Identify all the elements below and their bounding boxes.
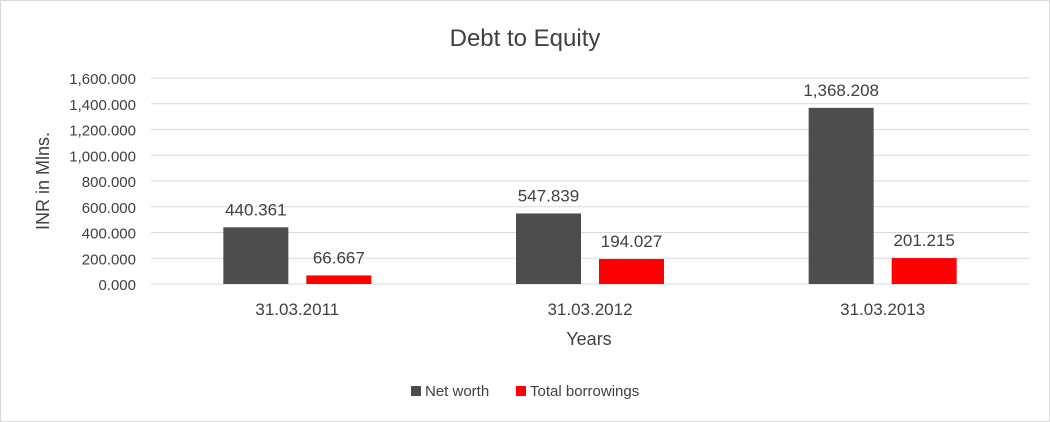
x-tick-label: 31.03.2011	[255, 300, 339, 319]
x-tick-labels: 31.03.2011 31.03.2012 31.03.2013	[255, 300, 925, 319]
legend-label: Total borrowings	[530, 383, 639, 400]
gridlines	[151, 77, 1029, 285]
y-tick-label: 0.000	[98, 277, 136, 294]
data-label: 201.215	[893, 231, 954, 250]
y-tick-label: 400.000	[82, 226, 136, 243]
y-tick-label: 600.000	[82, 200, 136, 217]
legend-swatch	[516, 386, 526, 396]
bar-total-borrowings	[306, 275, 372, 284]
data-label: 66.667	[313, 248, 365, 267]
bar-net-worth	[808, 107, 874, 284]
x-axis-title: Years	[566, 329, 611, 349]
legend: Net worth Total borrowings	[411, 383, 639, 400]
data-labels: 440.361 66.667 547.839 194.027 1,368.208 201.…	[225, 81, 955, 268]
y-axis-title: INR in Mlns.	[33, 132, 53, 230]
bar-net-worth	[223, 227, 289, 284]
data-label: 440.361	[225, 200, 286, 219]
y-tick-labels: 0.000 200.000 400.000 600.000 800.000 1,000.0…	[69, 71, 136, 294]
bar-total-borrowings	[891, 258, 957, 284]
y-tick-label: 200.000	[82, 251, 136, 268]
y-tick-label: 1,400.000	[69, 97, 136, 114]
legend-swatch	[411, 386, 421, 396]
bar-net-worth	[516, 213, 581, 284]
data-label: 1,368.208	[803, 81, 879, 100]
x-tick-label: 31.03.2012	[547, 300, 632, 319]
data-label: 547.839	[518, 186, 579, 205]
y-tick-label: 1,000.000	[69, 148, 136, 165]
data-label: 194.027	[601, 232, 662, 251]
legend-label: Net worth	[425, 383, 489, 400]
x-tick-label: 31.03.2013	[840, 300, 925, 319]
y-tick-label: 800.000	[82, 174, 136, 191]
chart-title: Debt to Equity	[450, 25, 601, 52]
bar-total-borrowings	[599, 259, 664, 284]
y-tick-label: 1,600.000	[69, 71, 136, 88]
bars	[223, 107, 957, 284]
y-tick-label: 1,200.000	[69, 123, 136, 140]
